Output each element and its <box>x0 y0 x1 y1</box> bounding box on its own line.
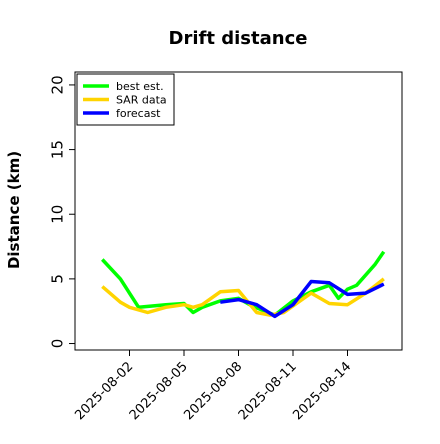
legend-label-best-est: best est. <box>116 80 164 93</box>
y-tick-label: 15 <box>48 140 66 159</box>
y-tick-label: 10 <box>48 205 66 224</box>
chart-title: Drift distance <box>169 28 308 49</box>
legend-label-sar-data: SAR data <box>116 93 167 106</box>
x-tick-label: 2025-08-14 <box>290 359 354 423</box>
y-tick-label: 5 <box>48 274 66 284</box>
y-axis-label: Distance (km) <box>5 151 23 269</box>
plot-area: 051015202025-08-022025-08-052025-08-0820… <box>48 71 403 423</box>
legend-label-forecast: forecast <box>116 107 161 120</box>
y-tick-label: 20 <box>48 75 66 94</box>
series-line-sar-data <box>101 277 385 317</box>
y-tick-label: 0 <box>48 339 66 349</box>
series-line-forecast <box>220 279 385 319</box>
